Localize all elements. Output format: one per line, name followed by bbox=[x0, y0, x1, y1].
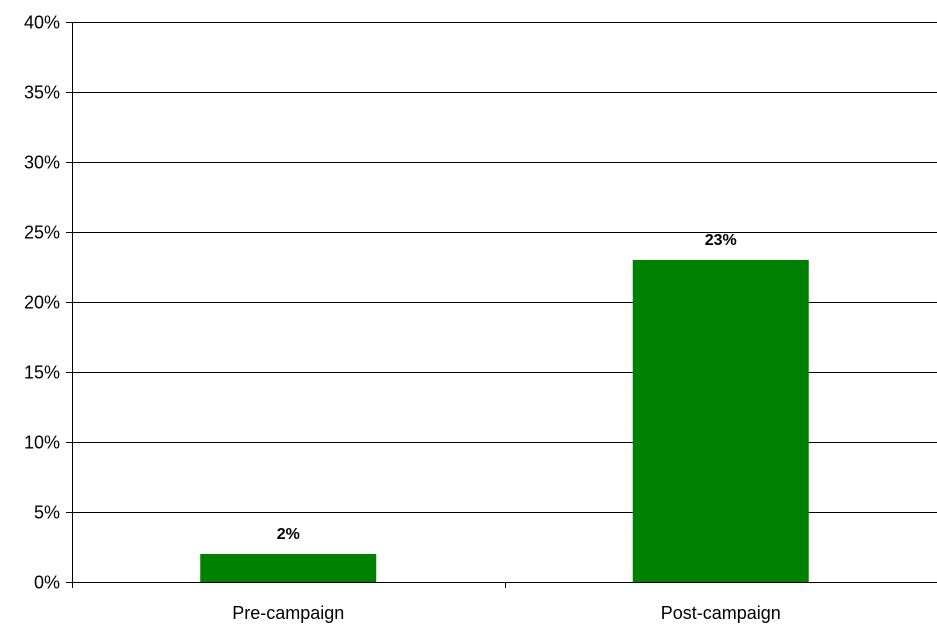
y-tick-label: 15% bbox=[24, 363, 60, 383]
x-tick-label: Pre-campaign bbox=[232, 603, 344, 623]
x-tick-label: Post-campaign bbox=[661, 603, 781, 623]
data-labels: 2% 23% bbox=[277, 232, 737, 543]
y-tick-label: 10% bbox=[24, 433, 60, 453]
x-tick-labels: Pre-campaign Post-campaign bbox=[232, 603, 781, 623]
data-label: 2% bbox=[277, 526, 300, 543]
y-tick-label: 5% bbox=[34, 503, 60, 523]
y-tick-labels: 0% 5% 10% 15% 20% 25% 30% 35% 40% bbox=[24, 13, 60, 593]
y-tick-label: 35% bbox=[24, 83, 60, 103]
data-label: 23% bbox=[705, 232, 737, 249]
bar bbox=[200, 554, 377, 582]
y-tick-label: 0% bbox=[34, 573, 60, 593]
y-tick-label: 25% bbox=[24, 223, 60, 243]
bars bbox=[200, 260, 809, 582]
gridlines bbox=[72, 22, 937, 513]
axes bbox=[66, 22, 937, 588]
bar bbox=[632, 260, 809, 582]
y-tick-label: 30% bbox=[24, 153, 60, 173]
y-tick-label: 20% bbox=[24, 293, 60, 313]
y-tick-label: 40% bbox=[24, 13, 60, 33]
